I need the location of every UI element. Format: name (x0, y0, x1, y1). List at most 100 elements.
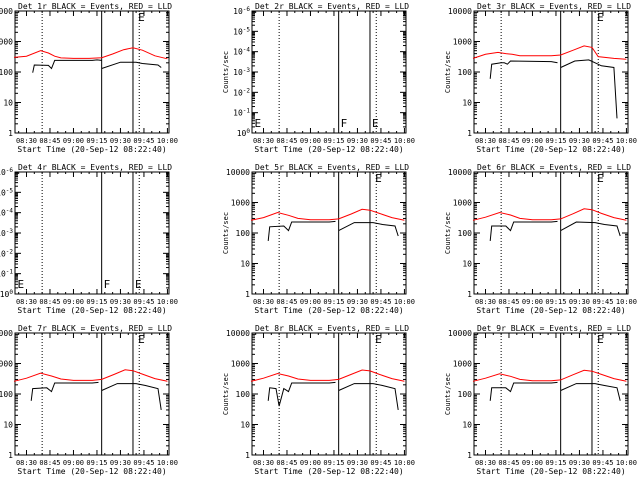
x-tick-label: 09:30 (110, 137, 131, 145)
chart-panel-7: Det 7r BLACK = Events, RED = LLD 1 10 100 10… (0, 324, 178, 476)
event-marker: E (135, 278, 142, 291)
y-tick-label: 100 (0, 68, 13, 77)
x-tick-label: 09:15 (545, 298, 566, 306)
x-tick-label: 09:45 (370, 459, 391, 467)
chart-title: Det 1r BLACK = Events, RED = LLD (18, 2, 172, 11)
event-marker: E (375, 172, 382, 185)
x-tick-label: 08:30 (253, 459, 274, 467)
events-series-line (560, 59, 618, 119)
plot-frame (473, 171, 629, 295)
x-tick-label: 09:30 (347, 459, 368, 467)
y-tick-label: 10 (462, 260, 472, 269)
y-axis-label: Counts/sec (444, 373, 452, 415)
lld-series-line (472, 369, 627, 382)
x-axis-label: Start Time (20-Sep-12 08:22:40) (17, 306, 166, 315)
y-tick-label: 10-2 (0, 248, 13, 258)
y-tick-label: 1000 (453, 199, 472, 208)
y-tick-label: 1000 (0, 38, 13, 47)
x-tick-label: 09:15 (545, 137, 566, 145)
x-tick-label: 10:00 (157, 298, 178, 306)
x-tick-label: 08:45 (498, 137, 519, 145)
x-tick-label: 08:45 (39, 298, 60, 306)
chart-panel-3: Det 3r BLACK = Events, RED = LLD 1 10 100 10… (444, 2, 637, 154)
x-tick-label: 08:45 (39, 459, 60, 467)
x-tick-label: 09:45 (133, 459, 154, 467)
x-tick-label: 09:15 (545, 459, 566, 467)
x-tick-label: 08:45 (276, 137, 297, 145)
plot-frame (14, 171, 170, 295)
chart-panel-8: Det 8r BLACK = Events, RED = LLD 1 10 100 10… (222, 324, 415, 476)
plot-frame (473, 10, 629, 134)
x-tick-label: 09:30 (347, 137, 368, 145)
y-tick-label: 10000 (0, 329, 13, 338)
events-series-line (489, 220, 558, 241)
x-tick-label: 09:15 (86, 137, 107, 145)
x-tick-label: 09:00 (63, 298, 84, 306)
x-tick-label: 10:00 (157, 137, 178, 145)
y-tick-label: 1000 (453, 360, 472, 369)
y-tick-label: 100 (0, 289, 13, 299)
y-tick-label: 100 (458, 390, 473, 399)
y-tick-label: 10 (462, 99, 472, 108)
events-series-line (32, 59, 102, 73)
event-marker: E (18, 278, 25, 291)
y-tick-label: 10-3 (0, 228, 13, 238)
y-tick-label: 10000 (448, 168, 472, 177)
plot-frame (251, 332, 407, 456)
x-tick-label: 09:15 (323, 298, 344, 306)
y-tick-label: 1 (245, 451, 250, 460)
y-tick-label: 10000 (226, 168, 250, 177)
chart-title: Det 9r BLACK = Events, RED = LLD (477, 324, 631, 333)
x-tick-label: 09:00 (300, 459, 321, 467)
chart-title: Det 2r BLACK = Events, RED = LLD (255, 2, 409, 11)
x-tick-label: 08:30 (16, 137, 37, 145)
chart-panel-6: Det 6r BLACK = Events, RED = LLD 1 10 100 10… (444, 163, 637, 315)
x-tick-label: 10:00 (394, 137, 415, 145)
chart-panel-4: Det 4r BLACK = Events, RED = LLD 100 10-1 1… (0, 163, 178, 315)
events-series-line (101, 61, 162, 69)
events-series-line (489, 60, 558, 79)
x-tick-label: 10:00 (616, 298, 637, 306)
y-tick-label: 10-4 (0, 208, 13, 218)
x-tick-label: 08:45 (498, 459, 519, 467)
y-tick-label: 1000 (453, 38, 472, 47)
lld-series-line (250, 208, 405, 221)
chart-panel-9: Det 9r BLACK = Events, RED = LLD 1 10 100 10… (444, 324, 637, 476)
event-marker: E (597, 172, 604, 185)
events-series-line (338, 383, 399, 410)
y-axis-label: Counts/sec (222, 373, 230, 415)
y-tick-label: 100 (458, 229, 473, 238)
x-tick-label: 08:45 (39, 137, 60, 145)
y-tick-label: 10 (240, 421, 250, 430)
y-tick-label: 100 (236, 390, 251, 399)
event-marker: F (341, 117, 348, 130)
lld-series-line (472, 45, 627, 60)
events-series-line (489, 381, 558, 401)
y-tick-label: 10-5 (0, 187, 13, 197)
x-tick-label: 09:00 (63, 137, 84, 145)
y-tick-label: 10-2 (233, 87, 250, 97)
x-tick-label: 09:00 (63, 459, 84, 467)
x-axis-label: Start Time (20-Sep-12 08:22:40) (254, 467, 403, 476)
x-tick-label: 09:00 (522, 298, 543, 306)
y-axis-label: Counts/sec (222, 51, 230, 93)
x-tick-label: 08:30 (16, 298, 37, 306)
x-tick-label: 08:45 (276, 459, 297, 467)
events-series-line (30, 381, 99, 401)
x-tick-label: 08:45 (498, 298, 519, 306)
x-tick-label: 10:00 (394, 298, 415, 306)
x-axis-label: Start Time (20-Sep-12 08:22:40) (17, 145, 166, 154)
x-tick-label: 10:00 (157, 459, 178, 467)
x-tick-label: 09:45 (592, 459, 613, 467)
x-tick-label: 09:45 (592, 137, 613, 145)
x-tick-label: 08:30 (253, 298, 274, 306)
event-marker: E (255, 117, 262, 130)
x-axis-label: Start Time (20-Sep-12 08:22:40) (254, 306, 403, 315)
event-marker: E (597, 333, 604, 346)
x-tick-label: 09:15 (86, 298, 107, 306)
event-marker: E (138, 333, 145, 346)
chart-title: Det 5r BLACK = Events, RED = LLD (255, 163, 409, 172)
event-marker: E (375, 333, 382, 346)
x-tick-label: 08:30 (475, 459, 496, 467)
